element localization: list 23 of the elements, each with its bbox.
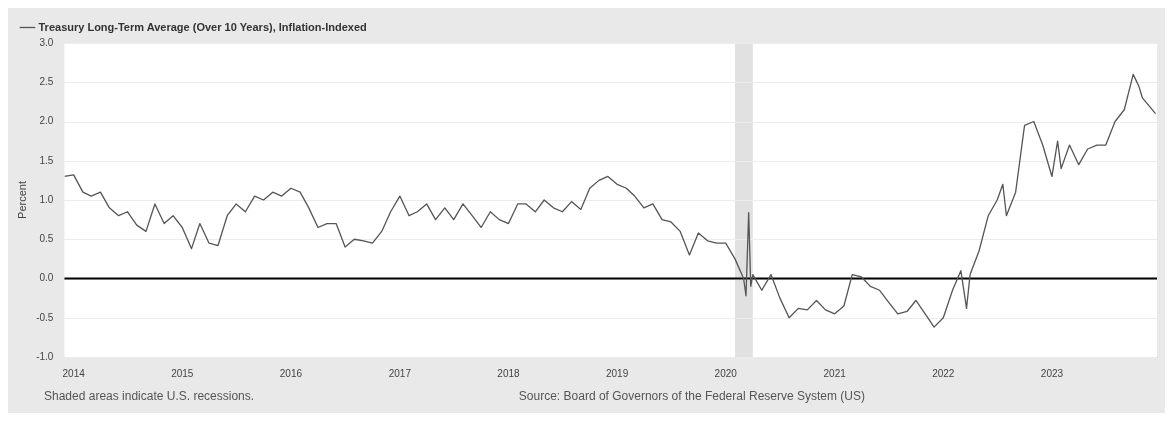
y-tick-label: 0.5 xyxy=(39,233,54,244)
x-tick-label: 2020 xyxy=(714,367,738,379)
legend-label: Treasury Long-Term Average (Over 10 Years), Inflation-Indexed xyxy=(38,20,367,33)
x-tick-label: 2023 xyxy=(1040,367,1064,379)
x-tick-label: 2019 xyxy=(605,367,629,379)
y-tick-label: -0.5 xyxy=(36,311,54,323)
y-tick-label: 2.5 xyxy=(39,76,54,87)
x-tick-label: 2018 xyxy=(497,367,521,379)
y-axis-title: Percent xyxy=(15,181,28,219)
x-tick-label: 2017 xyxy=(388,367,412,379)
source-note: Source: Board of Governors of the Federal Reserve System (US) xyxy=(518,389,865,403)
x-tick-label: 2016 xyxy=(279,367,303,379)
y-tick-label: 3.0 xyxy=(39,36,54,48)
x-tick-label: 2022 xyxy=(932,367,955,379)
x-tick-label: 2015 xyxy=(171,367,194,379)
y-tick-label: 0.0 xyxy=(39,272,54,284)
text: Shaded areas indicate U.S. recessions. xyxy=(44,389,255,403)
x-tick-label: 2014 xyxy=(62,367,86,379)
y-tick-label: 1.5 xyxy=(39,154,54,166)
y-tick-label: 2.0 xyxy=(39,115,54,127)
x-tick-label: 2021 xyxy=(823,367,847,379)
y-tick-label: -1.0 xyxy=(36,350,54,362)
y-tick-label: 1.0 xyxy=(39,193,54,205)
